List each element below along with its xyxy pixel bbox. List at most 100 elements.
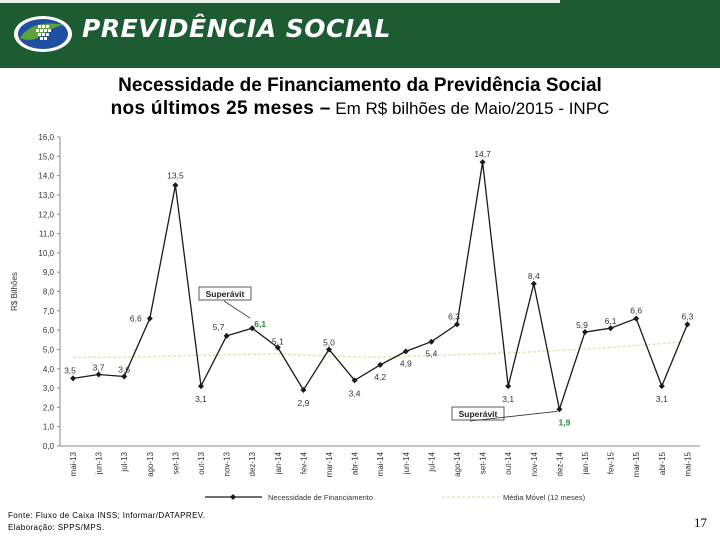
header-banner: PREVIDÊNCIA SOCIAL xyxy=(0,0,720,68)
brand-title: PREVIDÊNCIA SOCIAL xyxy=(82,14,391,43)
data-point-marker xyxy=(121,373,128,380)
series-layer: 3,5 3,7 3,6 6,6 13,5 3,1 5,7 6,1 5,1 2,9 5,0 3,4 4,2… xyxy=(64,149,693,427)
data-label: 3,1 xyxy=(195,394,207,404)
x-tick-label: jul-14 xyxy=(427,451,436,472)
y-tick-label: 5,0 xyxy=(43,345,55,354)
superavit-arrow xyxy=(469,410,558,422)
x-tick-label: mar-14 xyxy=(325,451,334,477)
data-label: 5,9 xyxy=(576,320,588,330)
y-tick-label: 10,0 xyxy=(38,249,54,258)
data-label: 13,5 xyxy=(167,170,184,180)
data-point-marker xyxy=(607,325,614,332)
x-tick-label: fev-14 xyxy=(299,451,308,474)
data-label: 2,9 xyxy=(297,398,309,408)
x-tick-label: mai-14 xyxy=(376,451,385,476)
x-tick-label: jun-13 xyxy=(95,451,104,475)
x-tick-label: abr-15 xyxy=(658,451,667,475)
data-point-marker xyxy=(658,383,665,390)
header-stripe xyxy=(0,0,560,3)
x-tick-label: mai-15 xyxy=(683,451,692,476)
data-label: 6,6 xyxy=(630,306,642,316)
data-point-marker xyxy=(172,182,179,189)
data-label: 6,1 xyxy=(254,319,266,329)
data-point-marker xyxy=(95,371,102,378)
x-tick-label: dez-14 xyxy=(555,451,564,476)
data-point-marker xyxy=(198,383,204,390)
x-tick-label: jun-14 xyxy=(402,451,411,475)
y-tick-label: 16,0 xyxy=(38,133,54,142)
x-tick-label: abr-14 xyxy=(351,451,360,475)
x-tick-label: out-13 xyxy=(197,451,206,474)
superavit-label: Superávit xyxy=(459,409,498,419)
page-number: 17 xyxy=(694,515,707,530)
data-point-marker xyxy=(582,329,588,336)
annotation-layer: Superávit Superávit xyxy=(198,286,558,422)
data-point-marker xyxy=(326,346,332,353)
y-tick-label: 9,0 xyxy=(43,268,55,277)
data-point-marker xyxy=(556,406,563,413)
data-point-marker xyxy=(684,321,691,328)
y-tick-label: 4,0 xyxy=(43,365,55,374)
superavit-box xyxy=(198,286,252,301)
x-tick-label: jan-15 xyxy=(581,451,590,475)
legend-marker-financing xyxy=(230,494,236,500)
data-point-marker xyxy=(249,325,256,332)
previdencia-logo-icon xyxy=(14,16,72,52)
data-label: 3,4 xyxy=(349,388,361,398)
y-tick-label: 1,0 xyxy=(43,423,55,432)
data-point-marker xyxy=(479,159,486,166)
x-tick-label: mar-15 xyxy=(632,451,641,477)
y-tick-label: 6,0 xyxy=(43,326,55,335)
x-tick-label: jul-13 xyxy=(120,451,129,472)
x-tick-label: out-14 xyxy=(504,451,513,474)
data-label: 5,4 xyxy=(425,349,437,359)
y-tick-label: 14,0 xyxy=(38,172,54,181)
y-axis-label: R$ Bilhões xyxy=(10,272,19,311)
y-tick-label: 11,0 xyxy=(39,230,55,239)
data-label: 5,0 xyxy=(323,337,335,347)
title-line-1: Necessidade de Financiamento da Previdên… xyxy=(118,75,602,96)
legend-label-average: Média Móvel (12 meses) xyxy=(503,493,586,502)
title-line-2-unit: Em R$ bilhões de Maio/2015 - INPC xyxy=(330,99,610,118)
data-label: 8,4 xyxy=(528,271,540,281)
title-line-2: nos últimos 25 meses – Em R$ bilhões de … xyxy=(0,97,720,120)
data-label: 3,5 xyxy=(64,365,76,375)
data-point-marker xyxy=(530,280,537,287)
y-tick-label: 7,0 xyxy=(43,307,55,316)
page-title: Necessidade de Financiamento da Previdên… xyxy=(0,74,720,120)
footer-source: Fonte: Fluxo de Caixa INSS; Informar/DAT… xyxy=(8,510,205,534)
data-label: 3,1 xyxy=(502,394,514,404)
y-tick-label: 2,0 xyxy=(43,403,55,412)
data-label: 5,1 xyxy=(272,337,284,347)
y-tick-label: 15,0 xyxy=(38,152,54,161)
x-tick-label: ago-14 xyxy=(453,451,462,476)
data-label: 5,7 xyxy=(213,322,225,332)
data-point-marker xyxy=(351,377,358,384)
data-label: 4,2 xyxy=(374,372,386,382)
data-point-marker xyxy=(402,348,409,355)
data-label: 4,9 xyxy=(400,358,412,368)
data-label: 6,3 xyxy=(448,311,460,321)
data-point-marker xyxy=(70,375,76,382)
y-tick-label: 0,0 xyxy=(43,442,55,451)
y-axis: 0,0 1,0 2,0 3,0 4,0 5,0 6,0 7,0 8,0 9,0 10,0 11,0 12… xyxy=(10,133,61,451)
title-line-2-bold: nos últimos 25 meses – xyxy=(110,98,331,119)
data-label: 3,6 xyxy=(118,364,130,374)
data-point-marker xyxy=(300,386,307,393)
y-tick-label: 3,0 xyxy=(43,384,55,393)
x-tick-label: nov-13 xyxy=(223,451,232,476)
x-tick-label: mai-13 xyxy=(69,451,78,476)
footer-source-line: Fonte: Fluxo de Caixa INSS; Informar/DAT… xyxy=(8,511,206,520)
data-label: 6,3 xyxy=(681,311,693,321)
x-tick-label: set-13 xyxy=(171,451,180,474)
moving-average-line xyxy=(73,340,688,358)
data-label: 3,7 xyxy=(93,363,105,373)
data-point-marker xyxy=(505,383,512,390)
chart-legend: Necessidade de Financiamento Média Móvel … xyxy=(205,493,586,502)
data-label: 3,1 xyxy=(656,394,668,404)
x-tick-label: dez-13 xyxy=(248,451,257,476)
data-point-marker xyxy=(454,321,460,328)
x-axis: mai-13 jun-13 jul-13 ago-13 set-13 out-13 nov-… xyxy=(60,445,700,477)
data-point-marker xyxy=(274,344,281,351)
footer-prepared-line: Elaboração: SPPS/MPS. xyxy=(8,523,105,532)
